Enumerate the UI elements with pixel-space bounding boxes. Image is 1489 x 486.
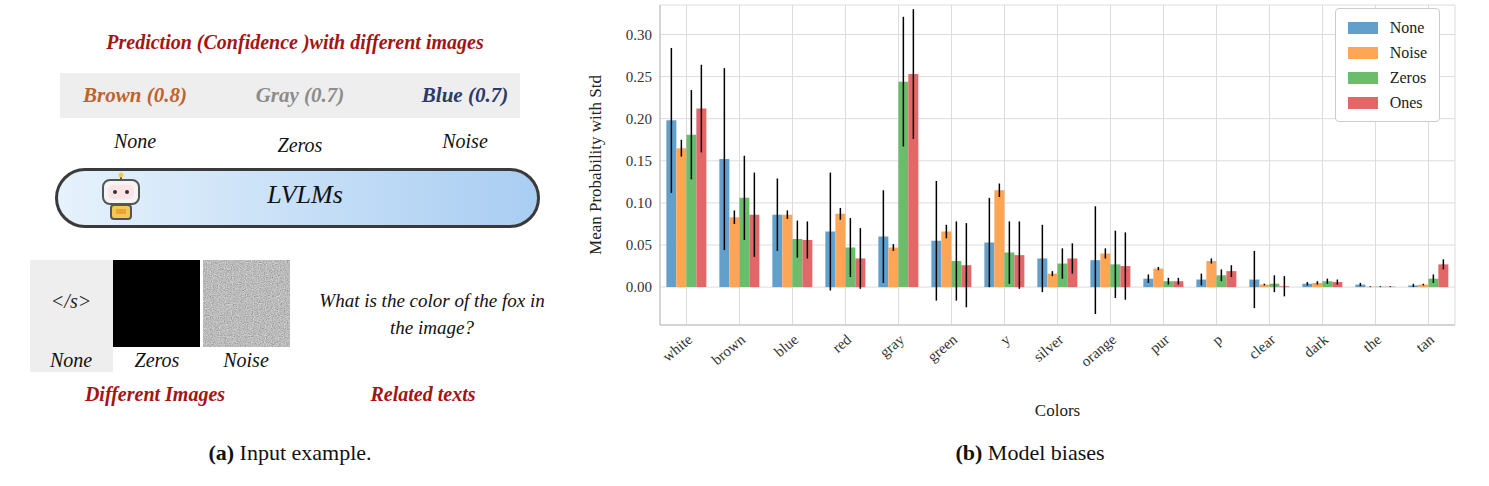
html-text:Noise: Noise: [223, 349, 269, 371]
svg-text:0.00: 0.00: [626, 279, 652, 295]
svg-text:silver: silver: [1030, 331, 1066, 365]
svg-text:0.20: 0.20: [626, 111, 652, 127]
svg-text:orange: orange: [1078, 331, 1120, 370]
html-text:None: None: [113, 130, 157, 152]
html-text:Zeros: Zeros: [134, 349, 180, 371]
svg-text:pur: pur: [1147, 331, 1173, 356]
html-text:Brown (0.8): Brown (0.8): [83, 83, 187, 107]
svg-text:blue: blue: [771, 331, 801, 360]
svg-text:0.15: 0.15: [626, 153, 652, 169]
svg-text:0.10: 0.10: [626, 195, 652, 211]
svg-text:gray: gray: [877, 331, 908, 361]
svg-text:p: p: [1209, 331, 1225, 348]
html-text:Noise: Noise: [442, 130, 488, 152]
html-text:(b) Model biases: (b) Model biases: [955, 440, 1105, 465]
html-text:None: None: [1389, 18, 1425, 36]
svg-text:0.05: 0.05: [626, 237, 652, 253]
html-text:Zeros: Zeros: [277, 134, 323, 156]
svg-text:Colors: Colors: [1035, 401, 1080, 420]
html-text:Zeros: Zeros: [1389, 68, 1427, 86]
svg-text:y: y: [997, 331, 1013, 348]
html-text:Related texts: Related texts: [370, 383, 476, 405]
svg-text:red: red: [829, 331, 854, 356]
html-text:None: None: [49, 349, 93, 371]
html-text:Blue (0.7): Blue (0.7): [421, 83, 509, 107]
svg-text:white: white: [659, 331, 695, 365]
html-text:(a) Input example.: (a) Input example.: [208, 440, 372, 465]
html-text:Gray (0.7): Gray (0.7): [255, 83, 345, 107]
html-text:What is the color of the fox i: What is the color of the fox in the imag…: [319, 290, 545, 338]
svg-text:dark: dark: [1301, 331, 1332, 361]
html-text:Prediction (Confidence )with d: Prediction (Confidence )with different i…: [106, 31, 484, 53]
html-text:</s>: </s>: [50, 290, 92, 312]
svg-text:0.25: 0.25: [626, 69, 652, 85]
svg-text:clear: clear: [1246, 331, 1279, 362]
svg-text:brown: brown: [709, 331, 749, 368]
html-text:Noise: Noise: [1389, 43, 1427, 61]
svg-text:0.30: 0.30: [626, 27, 652, 43]
html-text:LVLMs: LVLMs: [267, 180, 343, 209]
html-text:Different Images: Different Images: [84, 383, 226, 405]
svg-text:Mean Probability with Std: Mean Probability with Std: [586, 75, 605, 255]
svg-text:green: green: [924, 331, 960, 365]
svg-text:tan: tan: [1413, 331, 1438, 355]
svg-text:the: the: [1360, 331, 1385, 355]
html-text:Ones: Ones: [1389, 93, 1423, 111]
